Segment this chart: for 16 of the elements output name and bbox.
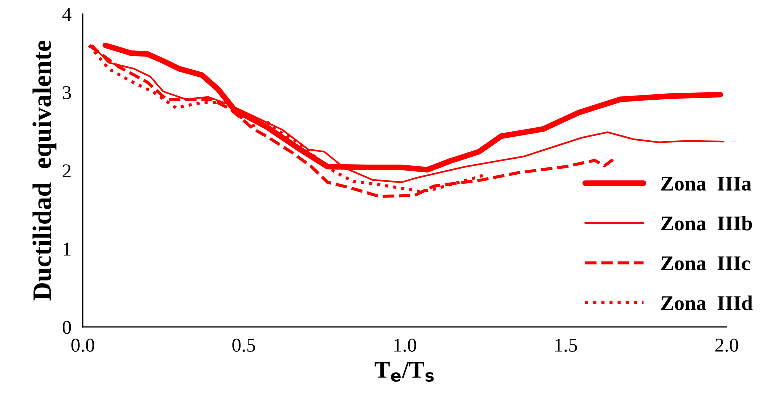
x-tick-label: 0.0 [72, 338, 94, 352]
x-tick-label: 0.5 [232, 338, 256, 352]
x-tick-label: 1.0 [394, 338, 416, 352]
y-tick-label: 2 [63, 164, 71, 178]
x-tick-label: 2.0 [716, 338, 738, 352]
y-tick-label: 0 [62, 321, 72, 334]
y-tick-label: 3 [63, 86, 72, 100]
y-tick-label: 4 [62, 8, 72, 22]
y-axis-title: Ductilidad equivalente [32, 40, 57, 301]
legend-label: Zona IIId [661, 296, 753, 310]
y-tick-label: 1 [64, 242, 71, 256]
x-axis-title: T$_{e}$/T$_{s}$ [374, 362, 434, 382]
x-tick-label: 1.5 [556, 338, 578, 352]
legend-label: Zona IIIc [661, 256, 750, 271]
legend-label: Zona IIIa [661, 177, 752, 191]
legend-label: Zona IIIb [661, 216, 752, 231]
